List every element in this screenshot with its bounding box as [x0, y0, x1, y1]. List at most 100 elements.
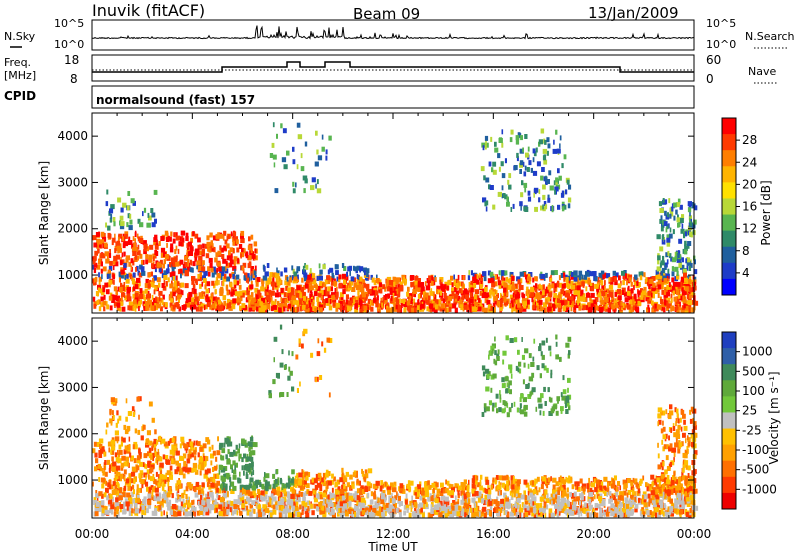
echo-cell	[673, 215, 676, 221]
echo-cell	[651, 300, 654, 306]
echo-cell	[451, 287, 455, 293]
echo-cell	[583, 274, 588, 280]
echo-cell	[349, 270, 351, 276]
echo-cell	[403, 302, 408, 308]
echo-cell	[393, 287, 397, 293]
echo-cell	[448, 506, 452, 512]
echo-cell	[665, 227, 668, 233]
echo-cell	[333, 280, 338, 286]
echo-cell	[296, 268, 299, 274]
echo-cell	[299, 305, 303, 311]
echo-cell	[187, 511, 192, 517]
echo-cell	[192, 261, 196, 267]
echo-cell	[291, 265, 294, 271]
echo-cell	[438, 502, 441, 508]
echo-cell	[310, 285, 314, 291]
echo-cell	[115, 465, 121, 471]
echo-cell	[107, 482, 110, 488]
echo-cell	[168, 295, 172, 301]
echo-cell	[463, 479, 467, 485]
echo-cell	[109, 217, 113, 223]
echo-cell	[549, 185, 554, 191]
echo-cell	[492, 161, 497, 167]
echo-cell	[676, 307, 680, 313]
echo-cell	[597, 306, 600, 312]
echo-cell	[413, 298, 416, 304]
echo-cell	[113, 511, 117, 517]
echo-cell	[454, 307, 458, 313]
echo-cell	[136, 494, 140, 500]
echo-cell	[136, 458, 141, 464]
echo-cell	[458, 288, 462, 294]
echo-cell	[255, 281, 259, 287]
echo-cell	[344, 302, 347, 308]
echo-cell	[256, 494, 259, 500]
echo-cell	[664, 210, 667, 216]
echo-cell	[489, 305, 493, 311]
echo-cell	[181, 440, 185, 446]
echo-cell	[657, 255, 661, 261]
echo-cell	[312, 273, 316, 279]
echo-cell	[587, 279, 592, 285]
echo-cell	[380, 297, 383, 303]
echo-cell	[238, 244, 243, 249]
echo-cell	[169, 236, 172, 242]
echo-cell	[161, 300, 164, 305]
echo-cell	[670, 301, 672, 307]
echo-cell	[393, 507, 396, 513]
echo-cell	[677, 214, 679, 220]
echo-cell	[170, 305, 173, 311]
echo-cell	[238, 499, 242, 505]
echo-cell	[195, 447, 197, 453]
echo-cell	[126, 293, 131, 299]
echo-cell	[651, 286, 656, 292]
echo-cell	[669, 213, 672, 219]
echo-cell	[94, 452, 98, 458]
echo-cell	[434, 277, 437, 283]
echo-cell	[190, 445, 193, 451]
echo-cell	[250, 234, 254, 240]
echo-cell	[578, 281, 583, 287]
echo-cell	[516, 276, 521, 282]
echo-cell	[148, 272, 151, 277]
echo-cell	[560, 300, 565, 306]
echo-cell	[648, 284, 651, 289]
echo-cell	[148, 257, 153, 263]
echo-cell	[315, 130, 318, 136]
echo-cell	[124, 231, 129, 237]
echo-cell	[185, 486, 189, 492]
echo-cell	[377, 500, 381, 506]
echo-cell	[486, 299, 491, 305]
echo-cell	[318, 304, 324, 310]
echo-cell	[414, 302, 418, 308]
echo-cell	[254, 442, 258, 448]
echo-cell	[167, 264, 170, 270]
echo-cell	[172, 450, 175, 456]
echo-cell	[225, 472, 230, 478]
echo-cell	[165, 455, 169, 460]
echo-cell	[154, 487, 159, 493]
echo-cell	[684, 249, 688, 255]
echo-cell	[132, 484, 135, 490]
echo-cell	[682, 295, 685, 301]
echo-cell	[158, 296, 161, 302]
echo-cell	[171, 257, 175, 263]
echo-cell	[232, 298, 237, 304]
echo-cell	[218, 488, 222, 494]
echo-cell	[321, 289, 324, 295]
echo-cell	[268, 279, 272, 285]
echo-cell	[136, 484, 139, 490]
echo-cell	[295, 292, 300, 298]
echo-cell	[549, 292, 553, 298]
echo-cell	[403, 504, 406, 510]
echo-cell	[465, 504, 469, 510]
echo-cell	[483, 175, 486, 181]
echo-cell	[251, 485, 256, 491]
echo-cell	[618, 275, 621, 281]
echo-cell	[686, 260, 691, 266]
echo-cell	[546, 150, 549, 156]
echo-cell	[203, 497, 208, 503]
echo-cell	[302, 295, 306, 301]
echo-cell	[180, 282, 185, 288]
echo-cell	[166, 492, 171, 498]
